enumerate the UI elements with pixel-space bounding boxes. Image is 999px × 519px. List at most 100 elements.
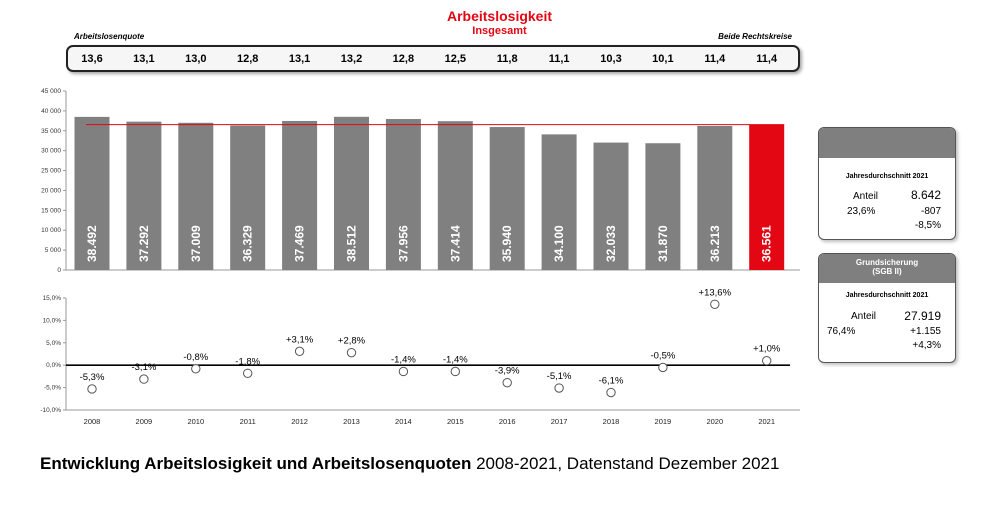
change-label: -0,8% bbox=[183, 352, 208, 363]
quota-value: 13,2 bbox=[340, 53, 363, 65]
x-tick-label: 2016 bbox=[499, 417, 516, 426]
quota-value: 11,4 bbox=[756, 53, 778, 65]
chart-subtitle: Insgesamt bbox=[472, 25, 527, 37]
quota-value: 11,4 bbox=[704, 53, 726, 65]
quota-value: 12,5 bbox=[444, 53, 466, 65]
change-label: +1,0% bbox=[753, 344, 781, 355]
caption-bold: Entwicklung Arbeitslosigkeit und Arbeits… bbox=[40, 454, 472, 473]
change-label: -1,4% bbox=[391, 354, 416, 365]
bar bbox=[593, 142, 629, 270]
scope-label: Beide Rechtskreise bbox=[718, 32, 792, 41]
chart-title: Arbeitslosigkeit bbox=[446, 8, 553, 24]
x-tick-label: 2012 bbox=[291, 417, 308, 426]
bar-y-tick-label: 5 000 bbox=[45, 247, 62, 254]
quota-value: 10,3 bbox=[600, 53, 622, 65]
change-label: -6,1% bbox=[599, 376, 624, 387]
change-y-tick-label: 0,0% bbox=[46, 362, 61, 369]
x-tick-label: 2011 bbox=[240, 417, 256, 426]
change-label: -1,4% bbox=[443, 354, 468, 365]
x-tick-label: 2015 bbox=[447, 417, 464, 426]
panel-sgb2-title-sub: (SGB II) bbox=[872, 267, 902, 276]
x-tick-label: 2009 bbox=[136, 417, 153, 426]
change-point bbox=[243, 368, 253, 378]
bar-y-tick-label: 40 000 bbox=[41, 108, 61, 115]
panel-total: Jahresdurchschnitt 2021 Anteil 23,6% 8.6… bbox=[818, 127, 956, 240]
quota-value: 12,8 bbox=[236, 53, 259, 65]
panel-sgb2: Grundsicherung (SGB II) Jahresdurchschni… bbox=[818, 253, 956, 363]
change-point bbox=[450, 366, 460, 377]
change-point bbox=[710, 299, 720, 309]
change-y-tick-label: 15,0% bbox=[43, 295, 62, 302]
panel-total-anteil-value: 23,6% bbox=[847, 206, 876, 217]
bar bbox=[437, 121, 473, 271]
quota-value: 12,8 bbox=[392, 53, 415, 65]
caption-rest: 2008-2021, Datenstand Dezember 2021 bbox=[471, 454, 780, 473]
panel-sgb2-title: Grundsicherung bbox=[855, 258, 919, 267]
bar-y-tick-label: 35 000 bbox=[41, 128, 61, 135]
bar-value-label: 38.512 bbox=[345, 225, 359, 262]
panel-sgb2-anteil-label: Anteil bbox=[851, 311, 877, 322]
change-label: -3,9% bbox=[495, 366, 520, 377]
x-tick-label: 2021 bbox=[758, 417, 775, 426]
change-label: -0,5% bbox=[650, 350, 675, 361]
quota-value: 11,1 bbox=[548, 53, 570, 65]
bar-y-tick-label: 30 000 bbox=[41, 148, 61, 155]
change-label: -5,1% bbox=[547, 371, 572, 382]
bar bbox=[489, 127, 525, 270]
bar-value-label: 36.561 bbox=[760, 225, 774, 262]
change-point bbox=[658, 362, 668, 373]
change-point bbox=[139, 374, 149, 384]
change-point bbox=[294, 346, 305, 357]
change-label: -1,8% bbox=[235, 356, 260, 367]
panel-sgb2-header: Grundsicherung (SGB II) bbox=[819, 254, 955, 283]
change-y-tick-label: 5,0% bbox=[46, 340, 61, 347]
figure-caption: Entwicklung Arbeitslosigkeit und Arbeits… bbox=[40, 454, 779, 474]
quota-value: 13,6 bbox=[81, 53, 103, 65]
panel-total-change-pct: -8,5% bbox=[914, 220, 941, 231]
bar-value-label: 35.940 bbox=[500, 225, 514, 262]
bar-y-tick-label: 20 000 bbox=[41, 187, 61, 194]
bar-y-tick-label: 15 000 bbox=[41, 207, 61, 214]
bar bbox=[74, 116, 110, 270]
change-label: -5,3% bbox=[80, 372, 105, 383]
panel-total-heading: Jahresdurchschnitt 2021 bbox=[845, 173, 929, 180]
bar-value-label: 32.033 bbox=[604, 225, 618, 262]
change-point bbox=[762, 356, 772, 366]
bar bbox=[334, 116, 369, 270]
bar-value-label: 36.329 bbox=[241, 225, 255, 262]
x-tick-label: 2013 bbox=[343, 417, 360, 426]
quota-value: 13,1 bbox=[133, 53, 155, 65]
bar bbox=[385, 119, 421, 270]
bar bbox=[749, 124, 785, 270]
change-point bbox=[554, 383, 564, 393]
bar-value-label: 37.469 bbox=[293, 225, 307, 262]
quota-row-label: Arbeitslosenquote bbox=[74, 32, 145, 41]
bar-value-label: 37.292 bbox=[137, 225, 151, 262]
x-tick-label: 2014 bbox=[395, 417, 412, 426]
panel-sgb2-anteil-value: 76,4% bbox=[827, 326, 856, 337]
bar bbox=[282, 120, 318, 271]
bar-value-label: 31.870 bbox=[656, 225, 670, 262]
change-y-tick-label: -5,0% bbox=[44, 385, 61, 392]
bar-value-label: 38.492 bbox=[85, 225, 99, 262]
change-point bbox=[398, 366, 409, 377]
quota-value: 11,8 bbox=[496, 53, 518, 65]
panel-total-header bbox=[819, 128, 955, 158]
change-point bbox=[502, 377, 512, 388]
change-point bbox=[191, 364, 201, 374]
x-tick-label: 2019 bbox=[655, 417, 672, 426]
change-label: +2,8% bbox=[338, 336, 366, 347]
change-label: -3,1% bbox=[131, 362, 156, 373]
bar-value-label: 37.414 bbox=[448, 225, 462, 262]
panel-total-change-abs: -807 bbox=[920, 206, 941, 217]
quota-value: 10,1 bbox=[652, 53, 674, 65]
panel-sgb2-change-pct: +4,3% bbox=[912, 340, 941, 351]
quota-value: 13,0 bbox=[185, 53, 207, 65]
x-tick-label: 2008 bbox=[84, 417, 101, 426]
change-y-tick-label: -10,0% bbox=[40, 407, 61, 414]
panel-total-anteil-label: Anteil bbox=[853, 191, 879, 202]
x-tick-label: 2017 bbox=[551, 417, 568, 426]
bar-y-tick-label: 0 bbox=[57, 267, 61, 274]
change-point bbox=[346, 347, 357, 358]
quota-value: 13,1 bbox=[288, 53, 311, 65]
